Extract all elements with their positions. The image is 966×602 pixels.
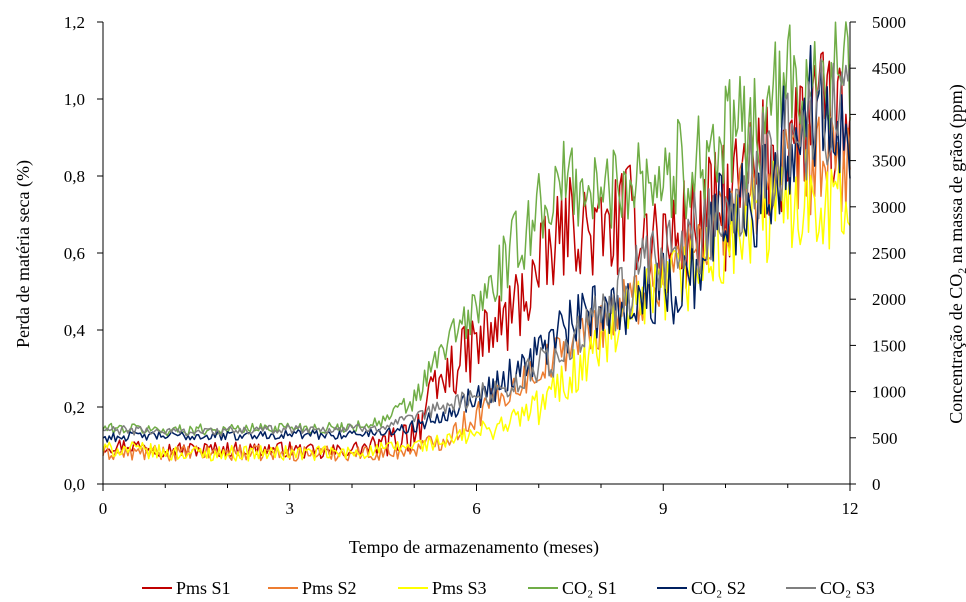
series-line: [102, 44, 851, 443]
y2-tick-label: 2000: [872, 290, 906, 309]
x-tick-label: 0: [99, 499, 108, 518]
x-tick-label: 6: [472, 499, 481, 518]
x-tick-label: 3: [286, 499, 295, 518]
y2-tick-label: 4500: [872, 59, 906, 78]
y2-tick-label: 2500: [872, 244, 906, 263]
y2-axis-title: Concentração de CO2 na massa de grãos (p…: [946, 84, 966, 423]
y2-tick-label: 500: [872, 429, 898, 448]
legend-label: Pms S1: [176, 578, 231, 598]
legend-label: CO₂ S3: [820, 578, 875, 598]
y2-tick-label: 5000: [872, 13, 906, 32]
y-tick-label: 0,0: [64, 475, 85, 494]
y2-tick-label: 4000: [872, 105, 906, 124]
legend-label: CO₂ S1: [562, 578, 617, 598]
y2-tick-label: 1500: [872, 336, 906, 355]
legend-label: Pms S2: [302, 578, 357, 598]
x-tick-label: 9: [659, 499, 668, 518]
series-line: [102, 51, 851, 460]
axes: [97, 21, 856, 491]
legend-label: CO₂ S2: [691, 578, 746, 598]
x-tick-label: 12: [842, 499, 859, 518]
y-tick-label: 0,8: [64, 167, 85, 186]
y-tick-label: 1,0: [64, 90, 85, 109]
y-tick-label: 0,4: [64, 321, 86, 340]
y2-axis-title-subscript: 2: [955, 268, 966, 274]
tick-labels: 0 3 6 9 12 0,0 0,2 0,4 0,6 0,8 1,0 1,2 0 500 1000 1500 2…: [64, 13, 906, 518]
y2-tick-label: 3000: [872, 198, 906, 217]
y-axis-title: Perda de matéria seca (%): [13, 160, 34, 348]
y2-tick-label: 1000: [872, 383, 906, 402]
y-tick-label: 1,2: [64, 13, 85, 32]
y2-axis-title-suffix: na massa de grãos (ppm): [946, 84, 966, 267]
series-line: [102, 114, 851, 462]
y-tick-label: 0,6: [64, 244, 85, 263]
y2-tick-label: 0: [872, 475, 881, 494]
plot-series: [102, 21, 851, 462]
y2-axis-title-prefix: Concentração de CO: [946, 274, 966, 424]
series-line: [102, 58, 851, 437]
y-tick-label: 0,2: [64, 398, 85, 417]
x-axis-title: Tempo de armazenamento (meses): [349, 537, 599, 558]
y2-tick-label: 3500: [872, 152, 906, 171]
legend-label: Pms S3: [432, 578, 487, 598]
legend: Pms S1 Pms S2 Pms S3 CO₂ S1 CO₂ S2 CO₂ S3: [142, 578, 875, 598]
